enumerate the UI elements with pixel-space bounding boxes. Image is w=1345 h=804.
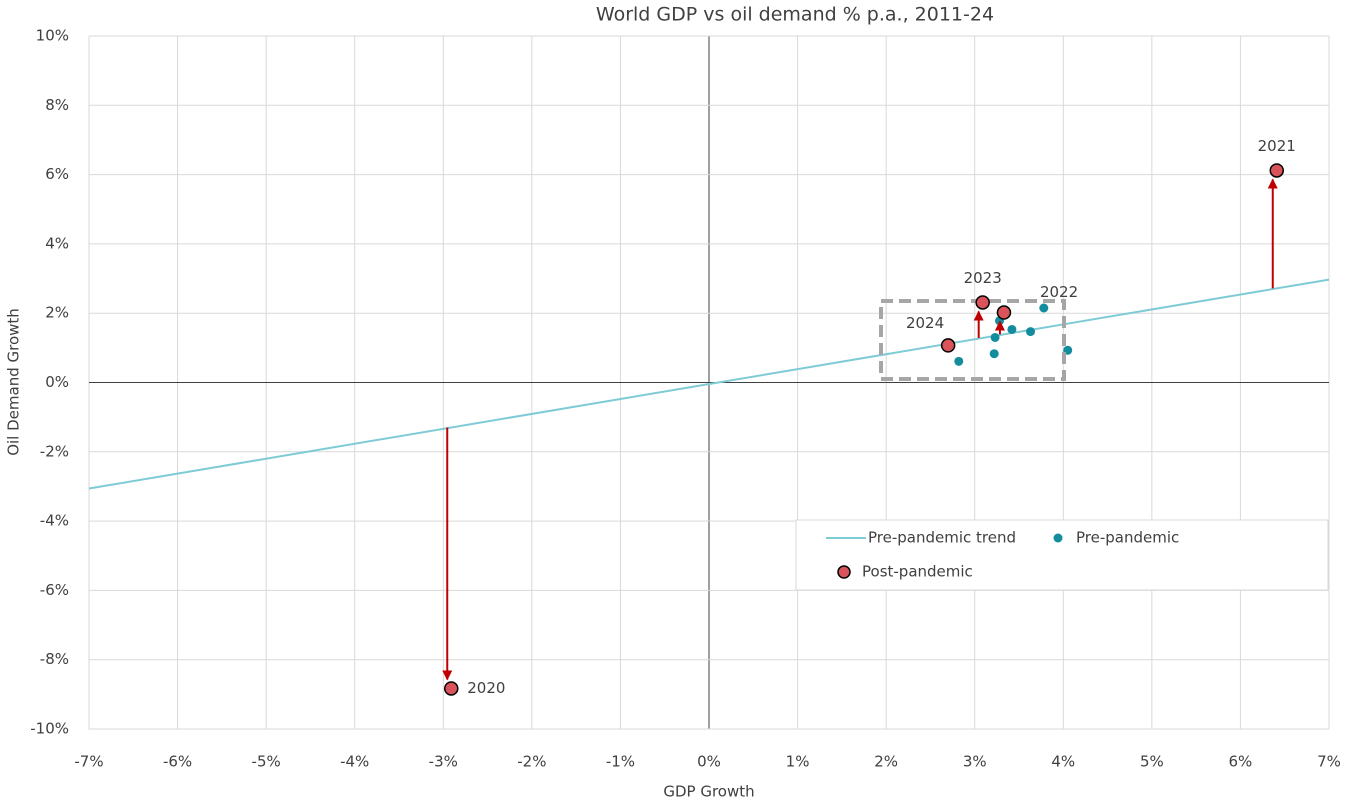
point: [996, 305, 1012, 320]
y-tick-label: -2%: [40, 442, 69, 460]
legend-box: [795, 519, 1329, 591]
point-label: 2024: [906, 314, 944, 332]
y-tick-label: 8%: [45, 96, 69, 114]
point: [1039, 303, 1049, 313]
point: [975, 295, 990, 310]
highlight-box: [879, 299, 1066, 381]
y-tick-label: 6%: [45, 165, 69, 183]
x-tick-label: -4%: [340, 753, 369, 771]
point: [1026, 327, 1036, 337]
y-tick-label: -4%: [40, 512, 69, 530]
chart-title: World GDP vs oil demand % p.a., 2011-24: [596, 4, 994, 26]
x-tick-label: -7%: [74, 753, 103, 771]
point-label: 2020: [467, 679, 505, 697]
point-label: 2022: [1040, 283, 1078, 301]
point-label: 2023: [964, 269, 1002, 287]
x-axis-label: GDP Growth: [663, 783, 754, 801]
x-tick-label: -3%: [429, 753, 458, 771]
y-tick-label: 0%: [45, 373, 69, 391]
x-tick-label: 5%: [1140, 753, 1164, 771]
x-tick-label: 4%: [1051, 753, 1075, 771]
x-tick-label: -2%: [517, 753, 546, 771]
legend-label: Post-pandemic: [862, 563, 973, 581]
x-tick-label: 1%: [786, 753, 810, 771]
point: [954, 356, 964, 366]
y-tick-label: 4%: [45, 234, 69, 252]
point: [1007, 324, 1017, 334]
legend-swatch: [837, 565, 851, 579]
point: [444, 681, 459, 696]
y-tick-label: 10%: [36, 27, 69, 45]
y-tick-label: -6%: [40, 581, 69, 599]
x-tick-label: -1%: [606, 753, 635, 771]
point: [1269, 163, 1284, 178]
x-tick-label: -6%: [163, 753, 192, 771]
y-tick-label: 2%: [45, 304, 69, 322]
x-tick-label: 2%: [874, 753, 898, 771]
point: [989, 349, 999, 359]
legend-label: Pre-pandemic trend: [868, 529, 1016, 547]
y-tick-label: -10%: [30, 720, 69, 738]
x-tick-label: 6%: [1229, 753, 1253, 771]
legend-swatch: [1053, 533, 1063, 543]
x-tick-label: 0%: [697, 753, 721, 771]
point: [940, 338, 956, 353]
point-label: 2021: [1258, 137, 1296, 155]
point: [990, 332, 1000, 342]
y-tick-label: -8%: [40, 650, 69, 668]
trend-line: [88, 278, 1330, 490]
legend-label: Pre-pandemic: [1076, 529, 1179, 547]
y-axis-label: Oil Demand Growth: [5, 308, 23, 456]
x-tick-label: 7%: [1317, 753, 1341, 771]
x-tick-label: -5%: [252, 753, 281, 771]
x-tick-label: 3%: [963, 753, 987, 771]
